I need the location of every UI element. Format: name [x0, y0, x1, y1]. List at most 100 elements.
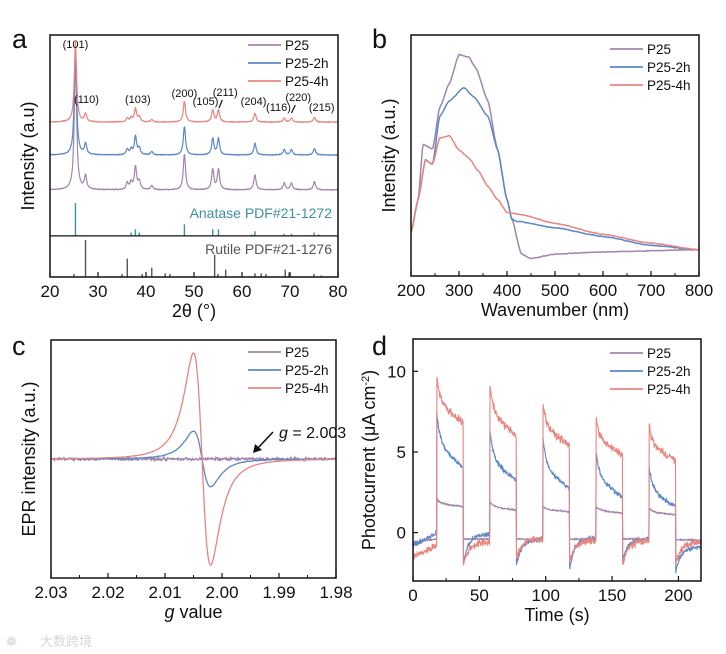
panel-letter: a: [12, 24, 28, 54]
axes-frame: [412, 338, 702, 582]
y-axis-label: Intensity (a.u): [18, 101, 38, 210]
x-tick-label: 300: [445, 281, 473, 300]
legend: P25 P25-2h P25-4h: [610, 346, 691, 397]
panel-c: g = 2.003 2.03 2.02 2.01 2.00 1.99 1.98 g value…: [12, 331, 353, 622]
series-p25-line: [50, 54, 338, 191]
x-tick-label: 60: [233, 282, 252, 301]
plot-area: [51, 352, 336, 566]
legend-item-label: P25-2h: [647, 60, 691, 75]
series-p25-2h-line: [50, 46, 338, 156]
x-tick-label: 500: [541, 281, 569, 300]
watermark-logo-icon: ❁: [6, 634, 17, 649]
legend-item-label: P25-2h: [647, 364, 691, 379]
x-tick-label: 50: [185, 282, 204, 301]
x-tick-label: 2.02: [91, 583, 124, 602]
arrow-icon: [256, 431, 274, 450]
panel-letter: c: [12, 331, 26, 361]
panel-letter: d: [372, 331, 387, 361]
x-axis-label: g value: [164, 602, 222, 622]
x-tick-label: 100: [532, 586, 560, 605]
legend: P25 P25-2h P25-4h: [248, 345, 329, 396]
x-axis-label: 2θ (°): [172, 301, 216, 321]
legend: P25 P25-2h P25-4h: [610, 42, 691, 93]
x-axis-label: Wavenumber (nm): [481, 300, 629, 320]
plot-area: [413, 376, 701, 574]
x-tick-label: 700: [637, 281, 665, 300]
y-tick-label: 10: [387, 362, 406, 381]
legend-item-label: P25-4h: [285, 381, 329, 396]
y-axis-label: EPR intensity (a.u.): [19, 381, 39, 536]
anatase-reference-label: Anatase PDF#21-1272: [190, 205, 333, 221]
peak-label: (105): [193, 96, 219, 108]
legend-item-label: P25: [647, 346, 671, 361]
legend-item-label: P25-4h: [647, 382, 691, 397]
x-tick-label: 40: [137, 282, 156, 301]
peak-label: (200): [172, 88, 198, 100]
plot-area: [411, 53, 699, 260]
series-p25-2h-line: [51, 430, 336, 488]
x-tick-label: 800: [685, 281, 713, 300]
x-tick-label: 400: [493, 281, 521, 300]
peak-label: (101): [63, 39, 89, 51]
x-tick-label: 2.00: [205, 583, 238, 602]
y-axis-label: Photocurrent (μA cm-2): [359, 370, 379, 550]
legend-item-label: P25: [285, 345, 309, 360]
y-tick-label: 5: [397, 443, 406, 462]
legend-item-label: P25-2h: [285, 56, 329, 71]
x-tick-label: 200: [397, 281, 425, 300]
x-tick-label: 600: [589, 281, 617, 300]
series-p25-line: [413, 497, 701, 544]
peak-label: (220): [285, 92, 311, 104]
series-p25-4h-line: [411, 134, 699, 251]
x-tick-label: 30: [89, 282, 108, 301]
legend-item-label: P25-4h: [285, 74, 329, 89]
arrow-head-icon: [253, 444, 262, 453]
arrow-icon: [218, 99, 223, 109]
peak-label: (110): [74, 94, 99, 106]
x-tick-label: 150: [598, 586, 626, 605]
peak-label: (116): [266, 102, 291, 114]
x-tick-label: 20: [41, 282, 60, 301]
series-p25-4h-line: [51, 352, 336, 566]
x-axis-label-text: value: [174, 602, 222, 622]
plot-area: [50, 42, 338, 277]
series-p25-2h-line: [413, 411, 701, 574]
x-tick-label: 0: [408, 586, 417, 605]
annotation-g: g: [279, 425, 288, 442]
series-p25-2h-line: [411, 86, 699, 251]
x-tick-label: 2.03: [34, 583, 67, 602]
rutile-reference-label: Rutile PDF#21-1276: [205, 241, 332, 257]
peak-label: (215): [309, 102, 335, 114]
g-value-annotation: g = 2.003: [279, 425, 346, 442]
panel-a: Anatase PDF#21-1272 Rutile PDF#21-1276 (10…: [12, 24, 347, 321]
x-tick-label: 200: [664, 586, 692, 605]
peak-label: (204): [241, 96, 267, 108]
legend-item-label: P25: [647, 42, 671, 57]
x-tick-label: 70: [281, 282, 300, 301]
y-axis-label: Intensity (a.u.): [379, 98, 399, 212]
x-tick-label: 1.99: [262, 583, 295, 602]
x-axis-label: Time (s): [524, 605, 589, 625]
peak-label: (103): [125, 94, 151, 106]
legend-item-label: P25-2h: [285, 363, 329, 378]
x-tick-label: 50: [470, 586, 489, 605]
x-tick-label: 80: [329, 282, 348, 301]
series-p25-4h-line: [50, 42, 338, 124]
series-p25-line: [411, 53, 699, 260]
peak-label: (211): [213, 87, 238, 99]
legend: P25 P25-2h P25-4h: [248, 38, 329, 89]
legend-item-label: P25: [285, 38, 309, 53]
x-tick-label: 2.01: [148, 583, 181, 602]
annotation-value: = 2.003: [288, 425, 346, 442]
series-p25-4h-line: [413, 376, 701, 566]
watermark: 大数跨境: [40, 634, 92, 649]
arrow-icon: [290, 104, 296, 114]
y-tick-label: 0: [397, 524, 406, 543]
panel-letter: b: [372, 24, 387, 54]
panel-b: 200 300 400 500 600 700 800 Wavenumber (nm) Inte…: [372, 24, 713, 320]
x-axis-label-italic: g: [164, 602, 174, 622]
legend-item-label: P25-4h: [647, 78, 691, 93]
x-tick-label: 1.98: [319, 583, 352, 602]
